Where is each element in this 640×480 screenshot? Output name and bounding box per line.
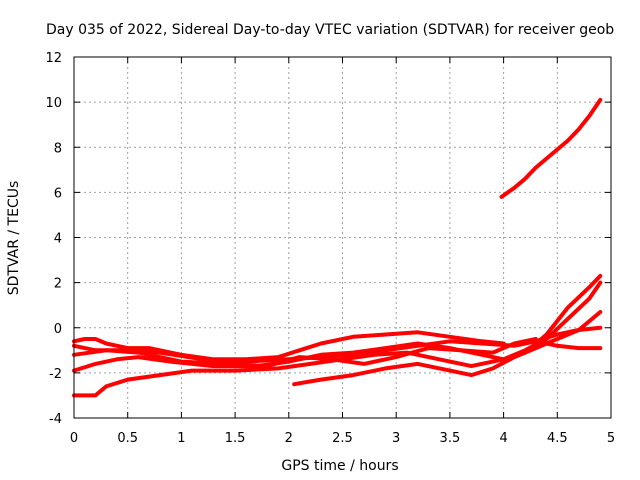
x-tick-label: 2.5	[332, 431, 353, 446]
y-tick-label: 10	[45, 96, 62, 111]
y-tick-label: 8	[54, 141, 62, 156]
series-line-trace-7	[533, 325, 603, 344]
x-tick-label: 3	[392, 431, 400, 446]
y-tick-label: 12	[45, 51, 62, 66]
x-tick-label: 1.5	[225, 431, 246, 446]
chart-title: Day 035 of 2022, Sidereal Day-to-day VTE…	[46, 22, 614, 38]
y-axis: -4 -2 0 2 4 6 8 10 12	[45, 51, 62, 427]
x-tick-label: 4	[499, 431, 507, 446]
y-tick-label: 2	[54, 277, 62, 292]
grid	[74, 57, 611, 418]
y-axis-title: SDTVAR / TECUs	[6, 181, 22, 296]
x-axis: 0 0.5 1 1.5 2 2.5 3 3.5 4 4.5 5	[70, 431, 615, 446]
series-line-trace-8	[499, 97, 603, 199]
x-tick-label: 0.5	[117, 431, 138, 446]
series-line-trace-5	[292, 310, 603, 387]
y-tick-label: 6	[54, 186, 62, 201]
series-group	[72, 97, 603, 398]
x-axis-title: GPS time / hours	[281, 458, 398, 474]
x-tick-label: 5	[607, 431, 615, 446]
x-tick-label: 4.5	[547, 431, 568, 446]
x-tick-label: 3.5	[440, 431, 461, 446]
y-tick-label: 4	[54, 232, 62, 247]
y-tick-label: -2	[49, 367, 62, 382]
x-tick-label: 0	[70, 431, 78, 446]
y-tick-label: 0	[54, 322, 62, 337]
series-line-trace-1	[72, 330, 506, 362]
axis-ticks	[73, 56, 612, 419]
x-tick-label: 2	[285, 431, 293, 446]
y-tick-label: -4	[49, 412, 62, 427]
series-line-trace-6	[72, 337, 538, 369]
x-tick-label: 1	[177, 431, 185, 446]
